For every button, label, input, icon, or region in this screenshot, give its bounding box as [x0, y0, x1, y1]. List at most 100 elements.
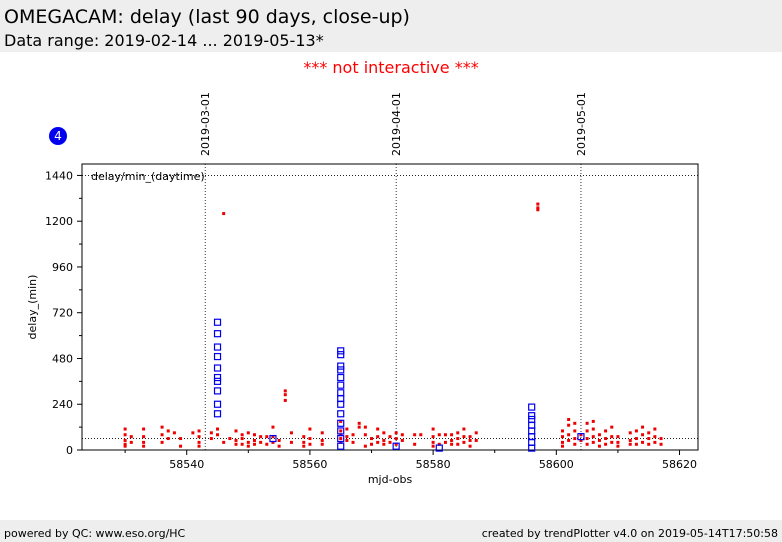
data-point-dot [431, 435, 435, 439]
data-point-dot [351, 440, 355, 444]
data-point-dot [209, 431, 213, 435]
data-point-dot [394, 437, 398, 441]
data-point-dot [647, 431, 651, 435]
data-point-dot [573, 421, 577, 425]
data-point-dot [234, 429, 238, 433]
page-badge [49, 127, 67, 145]
data-point-dot [641, 433, 645, 437]
data-point-dot [560, 435, 564, 439]
data-point-dot [357, 421, 361, 425]
data-point-dot [234, 438, 238, 442]
data-point-dot [216, 433, 220, 437]
data-point-dot [123, 427, 127, 431]
data-point-dot [345, 438, 349, 442]
data-point-square [435, 444, 443, 452]
data-point-dot [388, 440, 392, 444]
data-point-dot [370, 442, 374, 446]
data-point-dot [283, 398, 287, 402]
data-point-square [213, 318, 222, 326]
data-point-dot [468, 438, 472, 442]
data-point-dot [308, 437, 312, 441]
data-point-dot [610, 440, 614, 444]
data-point-dot [388, 435, 392, 439]
data-point-square [337, 442, 345, 450]
data-point-dot [271, 435, 275, 439]
x-tick-label: 58580 [416, 458, 451, 471]
data-point-square [337, 434, 345, 443]
data-point-dot [160, 425, 164, 429]
data-point-square [213, 400, 222, 408]
footer-created-by: created by trendPlotter v4.0 on 2019-05-… [481, 527, 778, 540]
data-point-dot [585, 442, 589, 446]
data-point-dot [252, 442, 256, 446]
data-point-dot [604, 442, 608, 446]
data-point-dot [437, 442, 441, 446]
data-point-dot [339, 433, 343, 437]
data-point-dot [659, 437, 663, 441]
data-point-dot [172, 431, 176, 435]
data-point-dot [567, 433, 571, 437]
data-point-square [213, 373, 222, 382]
data-point-square [337, 419, 345, 427]
panel-label: delay/min_(daytime) [91, 170, 205, 183]
data-point-dot [179, 444, 183, 448]
data-point-dot [591, 427, 595, 431]
data-point-dot [283, 389, 287, 393]
data-point-dot [363, 444, 367, 448]
data-point-dot [443, 433, 447, 437]
data-point-dot [634, 437, 638, 441]
plot-frame [81, 163, 699, 451]
y-tick-label: 1440 [45, 169, 73, 182]
data-point-dot [302, 440, 306, 444]
data-point-dot [142, 444, 146, 448]
data-point-dot [560, 429, 564, 433]
data-point-dot [351, 433, 355, 437]
data-point-dot [616, 440, 620, 444]
data-point-dot [400, 438, 404, 442]
data-point-dot [142, 427, 146, 431]
data-point-dot [363, 425, 367, 429]
data-point-square [528, 412, 536, 420]
data-point-dot [628, 442, 632, 446]
data-point-dot [437, 433, 441, 437]
data-point-dot [419, 433, 423, 437]
data-point-dot [240, 442, 244, 446]
x-tick-label: 58600 [539, 458, 574, 471]
data-point-dot [400, 433, 404, 437]
data-point-dot [450, 433, 454, 437]
data-point-dot [394, 442, 398, 446]
data-point-dot [382, 438, 386, 442]
data-point-dot [320, 442, 324, 446]
data-point-dot [591, 419, 595, 423]
data-point-dot [443, 440, 447, 444]
data-point-dot [246, 444, 250, 448]
data-point-square [337, 389, 345, 397]
data-point-dot [450, 442, 454, 446]
data-point-dot [123, 438, 127, 442]
data-point-dot [216, 427, 220, 431]
data-point-dot [536, 202, 540, 206]
footer-powered-by: powered by QC: www.eso.org/HC [4, 527, 186, 540]
data-point-dot [628, 431, 632, 435]
data-point-square [213, 364, 222, 372]
data-point-dot [277, 438, 281, 442]
data-point-dot [653, 427, 657, 431]
data-point-dot [345, 435, 349, 439]
not-interactive-notice: *** not interactive *** [303, 58, 479, 77]
data-point-dot [628, 438, 632, 442]
data-point-square [577, 433, 585, 441]
data-point-dot [129, 435, 133, 439]
data-point-dot [246, 440, 250, 444]
y-tick-label: 480 [52, 352, 73, 365]
data-point-dot [597, 433, 601, 437]
data-point-dot [246, 431, 250, 435]
data-point-dot [573, 437, 577, 441]
data-point-square [528, 403, 536, 411]
page-title: OMEGACAM: delay (last 90 days, close-up) [4, 6, 410, 28]
data-point-dot [474, 431, 478, 435]
data-point-dot [431, 444, 435, 448]
data-point-dot [591, 440, 595, 444]
data-point-dot [431, 427, 435, 431]
data-point-square [337, 347, 345, 355]
data-point-dot [536, 206, 540, 210]
